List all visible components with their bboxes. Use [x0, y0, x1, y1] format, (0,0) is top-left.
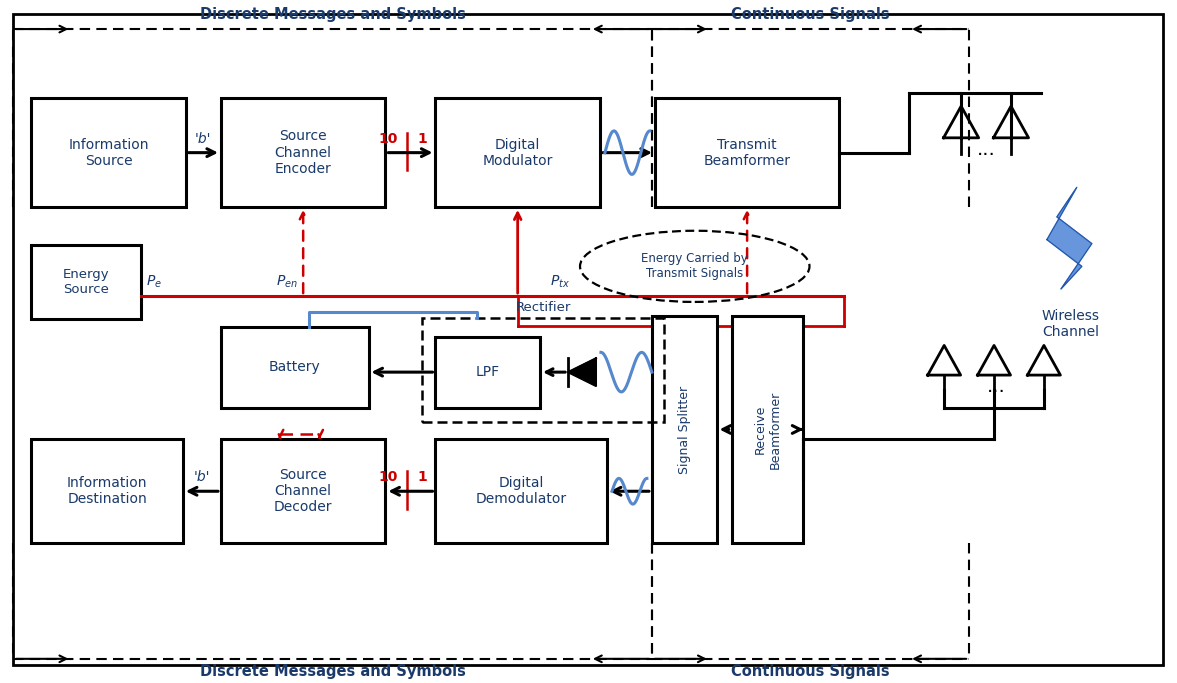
Text: $P_e$: $P_e$ — [146, 274, 162, 290]
Text: Source
Channel
Decoder: Source Channel Decoder — [274, 468, 332, 514]
Bar — [652, 316, 717, 543]
Bar — [221, 326, 368, 408]
Text: Rectifier: Rectifier — [516, 301, 571, 313]
Bar — [32, 98, 186, 207]
Text: 'b': 'b' — [194, 471, 211, 484]
Text: Receive
Beamformer: Receive Beamformer — [753, 391, 782, 469]
Bar — [435, 337, 540, 408]
Text: 'b': 'b' — [195, 132, 212, 145]
Text: Battery: Battery — [268, 360, 320, 374]
Text: LPF: LPF — [476, 365, 500, 379]
Text: $P_{tx}$: $P_{tx}$ — [550, 274, 570, 290]
Text: 10: 10 — [378, 471, 398, 484]
Bar — [654, 98, 839, 207]
Text: 1: 1 — [418, 471, 427, 484]
Bar — [435, 439, 607, 543]
Text: Information
Destination: Information Destination — [67, 476, 147, 506]
Text: $P_{en}$: $P_{en}$ — [277, 274, 298, 290]
Text: Continuous Signals: Continuous Signals — [731, 664, 890, 679]
Text: Digital
Demodulator: Digital Demodulator — [476, 476, 566, 506]
Text: Continuous Signals: Continuous Signals — [731, 7, 890, 22]
Bar — [435, 98, 600, 207]
Text: Energy
Source: Energy Source — [62, 268, 109, 296]
Bar — [32, 245, 141, 319]
Text: 10: 10 — [378, 132, 398, 145]
Polygon shape — [1046, 187, 1092, 289]
Text: Discrete Messages and Symbols: Discrete Messages and Symbols — [200, 7, 466, 22]
Text: Digital
Modulator: Digital Modulator — [483, 137, 553, 168]
Bar — [732, 316, 804, 543]
Bar — [32, 439, 182, 543]
Text: Information
Source: Information Source — [68, 137, 148, 168]
Text: Source
Channel
Encoder: Source Channel Encoder — [274, 130, 332, 176]
Bar — [221, 439, 386, 543]
Text: 1: 1 — [418, 132, 427, 145]
Text: Signal Splitter: Signal Splitter — [678, 385, 691, 473]
Polygon shape — [568, 359, 596, 386]
Text: ...: ... — [986, 378, 1005, 396]
Text: Discrete Messages and Symbols: Discrete Messages and Symbols — [200, 664, 466, 679]
Text: ...: ... — [977, 140, 996, 159]
Text: Energy Carried by
Transmit Signals: Energy Carried by Transmit Signals — [641, 252, 749, 280]
Text: Wireless
Channel: Wireless Channel — [1042, 309, 1099, 339]
Text: Transmit
Beamformer: Transmit Beamformer — [704, 137, 791, 168]
Bar — [423, 318, 664, 421]
Bar — [221, 98, 386, 207]
